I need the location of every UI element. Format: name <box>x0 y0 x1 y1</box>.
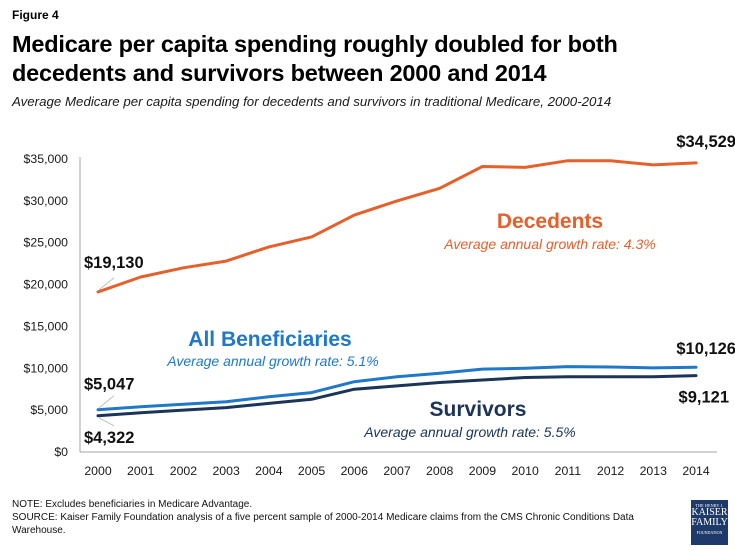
logo-line-1: THE HENRY J. <box>695 503 724 508</box>
series-lines <box>96 159 698 418</box>
growth-rate-label: Average annual growth rate: 5.5% <box>363 424 575 440</box>
y-tick-label: $35,000 <box>24 152 69 166</box>
x-tick-label: 2011 <box>555 464 582 478</box>
leader-line <box>98 417 115 427</box>
x-tick-label: 2012 <box>597 464 625 478</box>
leader-line <box>98 277 115 291</box>
series-name-label: All Beneficiaries <box>188 328 351 351</box>
x-tick-label: 2007 <box>383 464 411 478</box>
x-tick-label: 2008 <box>426 464 454 478</box>
x-tick-label: 2003 <box>212 464 240 478</box>
note-text: NOTE: Excludes beneficiaries in Medicare… <box>12 499 253 510</box>
x-tick-label: 2001 <box>127 464 155 478</box>
y-tick-label: $15,000 <box>24 319 69 333</box>
x-tick-labels: 2000 2001 2002 2003 2004 2005 2006 2007 2008 2009… <box>84 464 710 478</box>
value-label-start: $4,322 <box>84 429 134 447</box>
line-chart: $0 $5,000 $10,000 $15,000 $20,000 $25,000 $30,… <box>24 133 735 478</box>
kff-logo: THE HENRY J. KAISER FAMILY FOUNDATION <box>691 500 728 545</box>
logo-line-3: FAMILY <box>691 517 728 528</box>
value-label-start: $19,130 <box>84 254 144 272</box>
growth-rate-label: Average annual growth rate: 5.1% <box>166 353 378 369</box>
series-line-decedents <box>96 159 698 294</box>
value-labels: $19,130 $34,529 $5,047 $10,126 $4,322 $9,121 <box>84 133 735 447</box>
figure-label: Figure 4 <box>12 8 59 22</box>
x-tick-label: 2009 <box>469 464 497 478</box>
logo-line-4: FOUNDATION <box>696 530 723 535</box>
x-tick-label: 2010 <box>511 464 539 478</box>
value-label-end: $9,121 <box>679 389 729 407</box>
value-label-end: $10,126 <box>676 340 735 358</box>
x-tick-label: 2005 <box>298 464 326 478</box>
x-tick-label: 2002 <box>170 464 198 478</box>
y-tick-label: $25,000 <box>24 236 69 250</box>
value-label-end: $34,529 <box>676 133 735 151</box>
x-tick-label: 2013 <box>640 464 668 478</box>
value-label-start: $5,047 <box>84 376 134 394</box>
logo-line-2: KAISER <box>691 507 728 518</box>
x-tick-label: 2006 <box>341 464 369 478</box>
chart-subtitle: Average Medicare per capita spending for… <box>12 94 612 109</box>
label-leader-lines <box>98 277 115 427</box>
leader-line <box>98 395 115 409</box>
series-line-survivors <box>96 374 698 418</box>
chart-title: Medicare per capita spending roughly dou… <box>12 31 618 86</box>
y-tick-label: $5,000 <box>30 403 68 417</box>
series-name-label: Decedents <box>497 210 603 233</box>
growth-rate-label: Average annual growth rate: 4.3% <box>443 236 655 252</box>
y-tick-labels: $0 $5,000 $10,000 $15,000 $20,000 $25,000 $30,… <box>24 152 69 459</box>
y-tick-label: $30,000 <box>24 194 69 208</box>
x-tick-label: 2004 <box>255 464 283 478</box>
series-annotations: Decedents Average annual growth rate: 4.3… <box>166 210 655 440</box>
source-text: SOURCE: Kaiser Family Foundation analysi… <box>12 512 634 536</box>
x-tick-label: 2014 <box>682 464 710 478</box>
y-tick-label: $10,000 <box>24 361 69 375</box>
series-line-all-beneficiaries <box>96 365 698 412</box>
y-tick-label: $20,000 <box>24 278 69 292</box>
footnote: NOTE: Excludes beneficiaries in Medicare… <box>12 498 682 537</box>
x-tick-label: 2000 <box>84 464 112 478</box>
y-tick-label: $0 <box>54 445 68 459</box>
series-name-label: Survivors <box>430 398 527 421</box>
